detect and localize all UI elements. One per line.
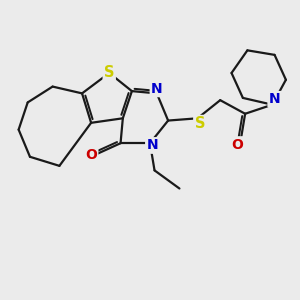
- Text: O: O: [85, 148, 97, 161]
- Text: N: N: [146, 139, 158, 152]
- Text: N: N: [269, 92, 280, 106]
- Text: S: S: [104, 65, 115, 80]
- Text: N: N: [151, 82, 163, 96]
- Text: S: S: [195, 116, 205, 131]
- Text: O: O: [231, 138, 243, 152]
